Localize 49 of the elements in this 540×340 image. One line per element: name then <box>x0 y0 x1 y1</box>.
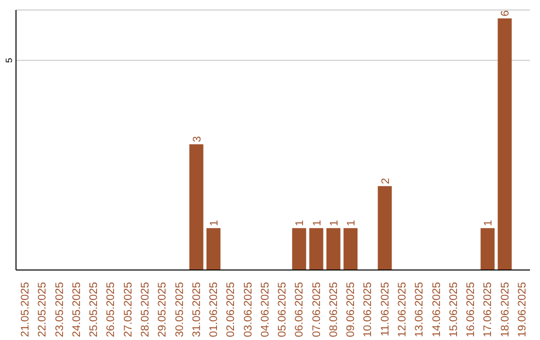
x-tick-label: 19.06.2025 <box>516 282 528 338</box>
bar <box>326 228 340 270</box>
x-tick-label: 07.06.2025 <box>310 282 323 338</box>
data-label: 1 <box>482 220 495 226</box>
x-tick-label: 04.06.2025 <box>259 282 272 338</box>
x-tick-label: 26.05.2025 <box>105 282 118 338</box>
bar <box>309 228 324 270</box>
data-label: 1 <box>311 220 324 226</box>
x-tick-label: 17.06.2025 <box>482 282 494 338</box>
data-label: 6 <box>500 10 512 16</box>
bar <box>480 228 495 270</box>
bar <box>498 18 512 270</box>
x-tick-label: 22.05.2025 <box>36 282 49 338</box>
x-tick-label: 30.05.2025 <box>174 282 186 338</box>
x-tick-label: 11.06.2025 <box>379 282 392 336</box>
x-tick-label: 13.06.2025 <box>414 282 426 338</box>
x-tick-label: 21.05.2025 <box>20 282 32 338</box>
x-tick-label: 14.06.2025 <box>430 282 443 338</box>
x-tick-label: 08.06.2025 <box>328 282 340 338</box>
bar <box>344 228 358 270</box>
data-label: 1 <box>346 220 358 226</box>
bar <box>206 228 220 270</box>
data-label: 3 <box>191 136 204 142</box>
x-tick-label: 25.05.2025 <box>88 282 100 338</box>
x-tick-label: 02.06.2025 <box>225 282 238 338</box>
x-tick-label: 03.06.2025 <box>242 282 254 338</box>
data-label: 1 <box>294 220 306 226</box>
data-label: 1 <box>328 220 340 226</box>
x-tick-label: 27.05.2025 <box>122 282 134 338</box>
x-tick-label: 09.06.2025 <box>345 282 358 338</box>
x-tick-label: 23.05.2025 <box>54 282 66 338</box>
x-tick-label: 18.06.2025 <box>499 282 512 338</box>
x-tick-label: 01.06.2025 <box>208 282 220 338</box>
x-tick-label: 12.06.2025 <box>396 282 408 338</box>
bar <box>292 228 306 270</box>
x-tick-label: 16.06.2025 <box>465 282 478 338</box>
x-tick-label: 31.05.2025 <box>190 282 203 338</box>
x-tick-label: 05.06.2025 <box>276 282 289 338</box>
data-label: 1 <box>208 220 220 226</box>
bar <box>189 144 204 270</box>
x-tick-label: 15.06.2025 <box>448 282 460 338</box>
y-tick-label: 5 <box>4 58 14 63</box>
data-label: 2 <box>380 178 392 184</box>
x-tick-label: 28.05.2025 <box>140 282 152 338</box>
x-tick-label: 29.05.2025 <box>156 282 169 338</box>
bar <box>378 186 392 270</box>
x-tick-label: 24.05.2025 <box>70 282 83 338</box>
x-tick-label: 10.06.2025 <box>362 282 374 338</box>
x-tick-label: 06.06.2025 <box>294 282 306 338</box>
